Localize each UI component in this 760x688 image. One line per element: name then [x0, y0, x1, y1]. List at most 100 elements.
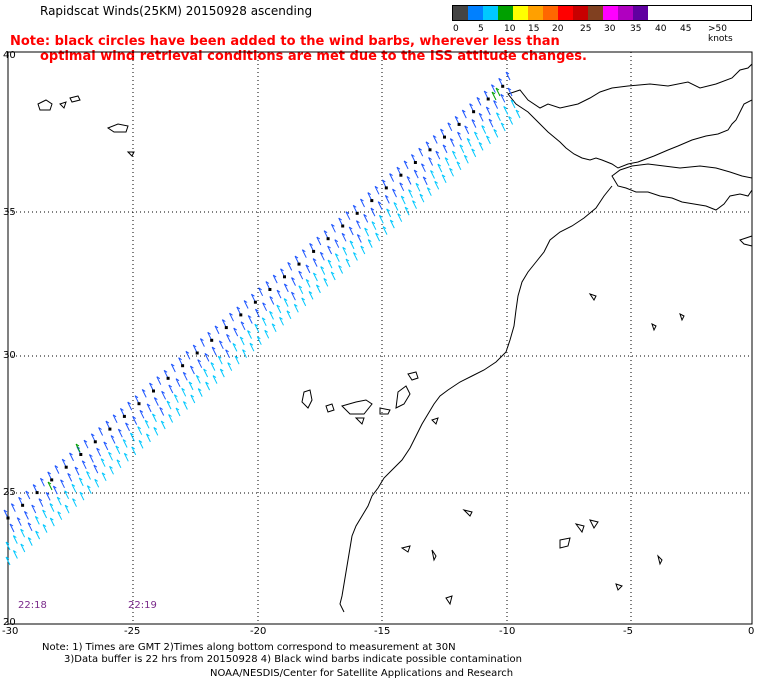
contamination-marker — [79, 453, 83, 456]
time-label-1: 22:18 — [18, 600, 47, 611]
wind-barb — [327, 259, 333, 269]
wind-barb-green — [75, 443, 81, 453]
wind-barb — [52, 485, 58, 495]
wind-barb — [181, 387, 187, 397]
wind-barb — [449, 167, 454, 177]
wind-barb — [173, 394, 179, 403]
wind-barb — [156, 376, 162, 385]
wind-barb — [103, 441, 109, 451]
gran-canaria — [379, 407, 391, 415]
wind-barb — [239, 336, 245, 346]
wind-barb — [478, 141, 484, 151]
wind-barb — [137, 426, 143, 435]
contamination-marker — [457, 122, 461, 126]
wind-barb — [375, 232, 381, 242]
wind-barb-green — [47, 481, 53, 491]
lake-5 — [431, 549, 437, 562]
wind-barb — [377, 201, 383, 210]
lanzarote — [407, 371, 419, 381]
footer-note-1: Note: 1) Times are GMT 2)Times along bot… — [42, 642, 456, 653]
x-tick-minus10: -10 — [499, 626, 516, 637]
wind-barb — [308, 290, 314, 300]
wind-barb — [386, 208, 392, 218]
wind-barb — [378, 214, 384, 224]
wind-barb — [356, 234, 362, 243]
contamination-marker — [239, 313, 243, 317]
wind-barb — [341, 232, 347, 242]
wind-barb — [276, 289, 282, 299]
wind-barb — [88, 454, 94, 463]
wind-barb — [413, 169, 419, 179]
contamination-marker — [341, 224, 345, 228]
wind-barb — [170, 363, 176, 373]
wind-barb — [478, 112, 484, 122]
wind-barb — [301, 249, 307, 258]
wind-barb — [406, 176, 412, 185]
legend-swatch — [603, 6, 618, 20]
legend-label: 40 — [655, 24, 667, 34]
wind-barb — [471, 148, 477, 158]
lake-4 — [400, 545, 411, 553]
contamination-marker — [355, 211, 359, 215]
x-tick-minus5: -5 — [623, 626, 633, 637]
wind-barb — [258, 287, 264, 297]
wind-barb — [360, 245, 366, 255]
wind-barb — [330, 271, 336, 281]
wind-barb — [435, 150, 441, 160]
wind-barb — [464, 125, 470, 135]
wind-barb — [264, 329, 270, 339]
wind-barb — [109, 465, 114, 475]
wind-barb — [426, 187, 432, 196]
lake-6 — [445, 595, 453, 606]
azores-island-5 — [126, 151, 135, 157]
wind-barb — [86, 471, 91, 480]
wind-barb — [283, 283, 289, 293]
x-tick-minus20: -20 — [250, 626, 267, 637]
lake-9 — [588, 293, 597, 301]
lake-7 — [615, 583, 623, 591]
contamination-marker — [312, 249, 316, 253]
wind-barb — [161, 390, 167, 400]
wind-barb — [139, 409, 145, 419]
wind-barb — [404, 206, 410, 216]
wind-barb — [218, 340, 224, 350]
contamination-marker — [93, 440, 97, 444]
map-frame — [7, 51, 753, 625]
contamination-marker — [428, 148, 432, 152]
x-tick-minus25: -25 — [124, 626, 141, 637]
wind-barb — [330, 223, 336, 233]
footer-note-2: 3)Data buffer is 22 hrs from 20150928 4)… — [64, 654, 522, 665]
wind-barb — [182, 371, 188, 381]
wind-barb — [49, 517, 55, 527]
wind-barb — [510, 99, 516, 109]
wind-barb — [146, 403, 152, 413]
contamination-marker — [210, 338, 214, 342]
wind-barb — [60, 479, 65, 489]
note-line-1: Note: black circles have been added to t… — [10, 34, 560, 49]
wind-barb — [197, 359, 203, 368]
lake-11 — [679, 313, 685, 322]
wind-barb — [243, 300, 249, 309]
wind-barb — [451, 150, 457, 160]
fuerteventura — [395, 385, 411, 409]
contamination-marker — [384, 186, 388, 190]
wind-barb — [345, 258, 351, 268]
wind-barb — [291, 277, 296, 286]
contamination-marker — [413, 161, 417, 164]
wind-barb — [35, 530, 41, 540]
wind-barb — [442, 144, 448, 154]
wind-barb — [430, 170, 435, 179]
wind-barb — [261, 317, 267, 327]
wind-barb — [199, 338, 205, 347]
wind-barb — [286, 310, 292, 320]
la-palma — [301, 389, 313, 409]
wind-barb — [349, 240, 355, 250]
wind-barb — [159, 407, 165, 416]
wind-barb — [367, 239, 373, 248]
wind-barb — [399, 182, 405, 192]
wind-barb — [16, 517, 22, 526]
island-small-2 — [462, 509, 473, 517]
wind-barb — [190, 394, 196, 404]
wind-barb — [323, 277, 329, 287]
wind-barb — [428, 157, 434, 166]
